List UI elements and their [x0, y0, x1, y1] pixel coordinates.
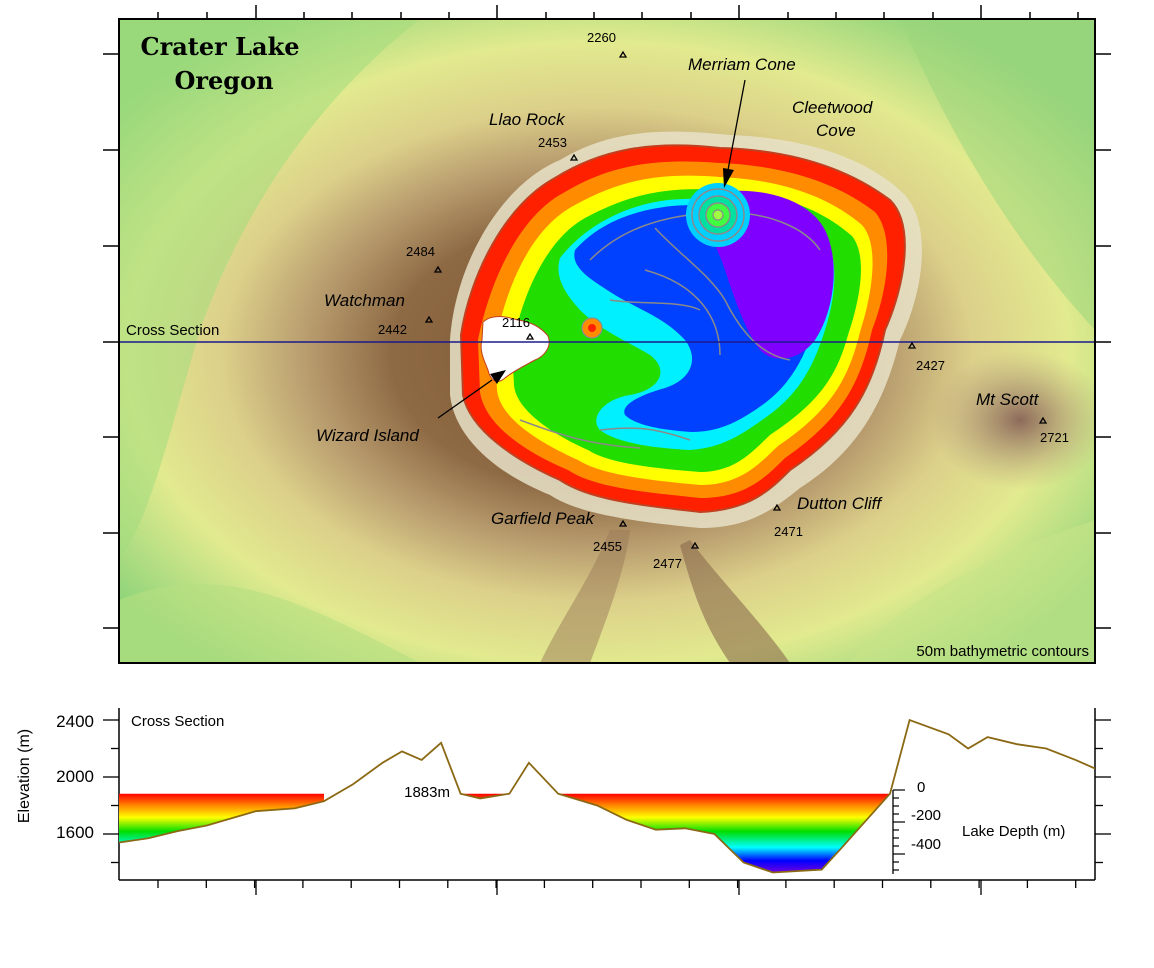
ridge-south: [680, 540, 790, 663]
peak-elev: 2471: [774, 524, 803, 539]
label-llao-rock: Llao Rock: [489, 110, 566, 129]
ridge-southwest: [540, 530, 630, 663]
merriam-cone-arrow: [723, 79, 746, 188]
label-watchman: Watchman: [324, 291, 405, 310]
peak-marker-icon: [907, 341, 917, 349]
peak-marker-icon: [690, 541, 700, 549]
label-cleetwood-line1: Cleetwood: [792, 98, 873, 117]
peak-elev: 2455: [593, 539, 622, 554]
southeast-lowland: [850, 520, 1095, 663]
peak-elev: 2442: [378, 322, 407, 337]
peak-marker-icon: [618, 519, 628, 527]
map-title-line2: Oregon: [174, 66, 273, 95]
peak-markers: [424, 50, 1048, 549]
peak-elev: 2484: [406, 244, 435, 259]
peak-marker-icon: [569, 153, 579, 161]
label-cleetwood-line2: Cove: [816, 121, 856, 140]
peak-marker-icon: [772, 503, 782, 511]
label-cross-section: Cross Section: [126, 322, 219, 339]
peak-elev: 2116: [502, 315, 530, 330]
peak-marker-icon: [424, 315, 434, 323]
wizard-island: [480, 316, 550, 382]
label-garfield-peak: Garfield Peak: [491, 509, 595, 528]
map-title-line1: Crater Lake: [141, 32, 300, 61]
label-wizard-island: Wizard Island: [316, 426, 419, 445]
west-lowland: [119, 19, 420, 560]
label-mt-scott: Mt Scott: [976, 390, 1040, 409]
label-contour-note: 50m bathymetric contours: [916, 643, 1089, 660]
peak-elev: 2453: [538, 135, 567, 150]
northeast-lowland: [900, 19, 1095, 330]
peak-marker-icon: [618, 50, 628, 58]
peak-elev: 2260: [587, 30, 616, 45]
crater-lake: [459, 144, 906, 514]
label-merriam-cone: Merriam Cone: [688, 55, 796, 74]
peak-marker-icon: [525, 332, 535, 340]
peak-elev: 2721: [1040, 430, 1069, 445]
map-ticks: [103, 5, 1111, 629]
map-image: [119, 19, 1095, 663]
peak-elev: 2427: [916, 358, 945, 373]
label-dutton-cliff: Dutton Cliff: [797, 494, 883, 513]
peak-marker-icon: [433, 265, 443, 273]
peak-marker-icon: [1038, 416, 1048, 424]
southwest-lowland: [119, 583, 420, 663]
peak-elev: 2477: [653, 556, 682, 571]
mt-scott-terrain: [930, 350, 1095, 490]
map-frame: [118, 18, 1096, 664]
wizard-island-arrow: [437, 370, 506, 419]
